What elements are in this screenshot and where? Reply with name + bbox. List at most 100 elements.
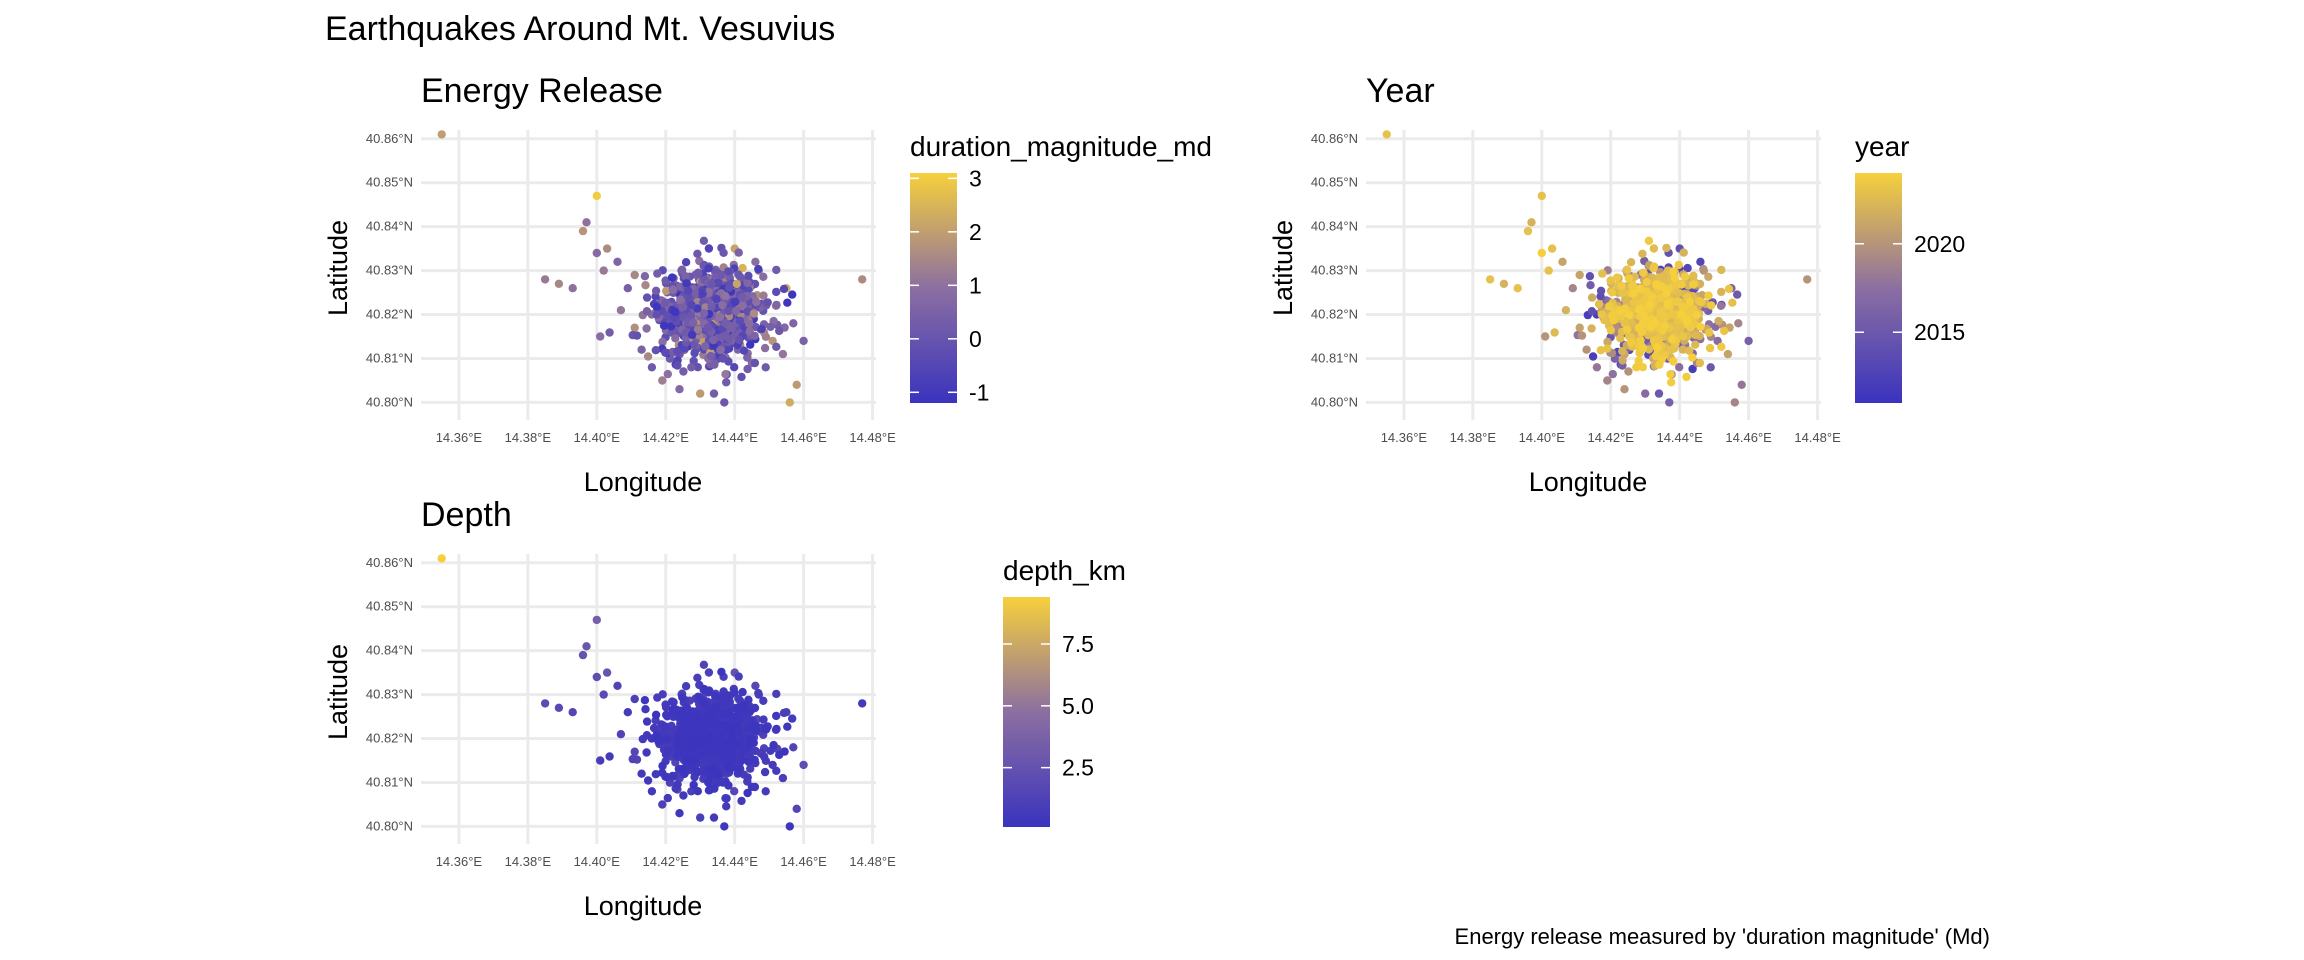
data-point <box>605 752 614 761</box>
data-point <box>779 708 789 718</box>
data-point <box>700 684 709 694</box>
y-ticks: 40.80°N 40.81°N 40.82°N 40.83°N 40.84°N 40.85… <box>366 555 413 834</box>
data-point <box>1679 248 1688 257</box>
data-point <box>669 698 678 707</box>
data-point <box>690 756 699 765</box>
data-point <box>746 764 755 773</box>
data-point <box>630 694 639 704</box>
data-point <box>623 284 632 293</box>
data-point <box>673 747 682 757</box>
legend-tick-label: 1 <box>969 272 982 298</box>
y-tick-label: 40.85°N <box>1311 175 1358 190</box>
data-point <box>616 730 626 739</box>
data-point <box>1620 304 1630 313</box>
data-point <box>1663 298 1673 308</box>
data-point <box>743 278 752 288</box>
data-point <box>734 270 743 279</box>
data-point <box>1672 323 1682 333</box>
data-point <box>599 690 608 699</box>
data-point <box>745 319 754 329</box>
data-point <box>1587 324 1596 333</box>
data-point <box>785 822 794 831</box>
x-tick-label: 14.46°E <box>780 430 827 445</box>
data-point <box>751 746 760 756</box>
data-point <box>699 236 709 245</box>
data-point <box>1544 266 1553 275</box>
data-point <box>721 331 730 341</box>
data-point <box>1695 358 1705 368</box>
data-point <box>1609 316 1619 325</box>
data-point <box>1730 398 1740 407</box>
data-point <box>666 322 676 331</box>
data-point <box>673 361 682 370</box>
data-point <box>688 733 697 742</box>
data-point <box>718 300 727 310</box>
legend-tick-label: -1 <box>969 379 989 405</box>
data-point <box>1675 363 1684 372</box>
data-point <box>687 300 696 310</box>
x-axis-label: Longitude <box>584 891 703 921</box>
data-point <box>1723 349 1733 359</box>
data-point <box>1645 300 1654 310</box>
data-point <box>1598 269 1607 278</box>
data-point <box>711 702 721 711</box>
data-point <box>704 786 714 795</box>
data-point <box>703 745 712 754</box>
x-tick-label: 14.44°E <box>711 430 758 445</box>
y-tick-label: 40.86°N <box>366 555 413 570</box>
y-tick-label: 40.84°N <box>366 643 413 658</box>
data-point <box>628 754 637 764</box>
data-point <box>704 778 713 787</box>
data-point <box>540 275 550 284</box>
data-point <box>1485 275 1495 284</box>
data-point <box>1606 326 1616 335</box>
data-point <box>1714 316 1723 326</box>
data-point <box>1537 191 1547 201</box>
data-point <box>792 804 801 813</box>
y-tick-label: 40.86°N <box>1311 131 1358 146</box>
data-point <box>1620 385 1629 394</box>
data-point <box>640 696 650 705</box>
data-point <box>1720 326 1729 336</box>
data-point <box>658 337 667 347</box>
data-point <box>691 289 700 298</box>
data-point <box>759 752 769 761</box>
data-point <box>678 706 687 716</box>
data-point <box>733 764 742 774</box>
data-point <box>760 767 770 777</box>
y-ticks: 40.80°N 40.81°N 40.82°N 40.83°N 40.84°N 40.85… <box>1311 131 1358 410</box>
x-tick-label: 14.48°E <box>849 430 896 445</box>
data-point <box>694 268 703 278</box>
x-tick-label: 14.46°E <box>1725 430 1772 445</box>
data-point <box>1724 284 1734 294</box>
data-point <box>677 265 687 274</box>
data-point <box>769 740 778 750</box>
data-point <box>763 298 772 307</box>
data-point <box>599 266 608 275</box>
y-tick-label: 40.84°N <box>366 219 413 234</box>
points <box>437 130 867 407</box>
data-point <box>724 781 733 790</box>
y-tick-label: 40.81°N <box>366 350 413 365</box>
data-point <box>1717 287 1726 297</box>
x-axis-label: Longitude <box>584 467 703 497</box>
panel-title: Year <box>1366 72 1435 110</box>
data-point <box>642 293 652 302</box>
data-point <box>1680 272 1690 281</box>
data-point <box>1603 376 1612 385</box>
data-point <box>693 325 703 334</box>
y-axis-label: Latitude <box>323 644 353 740</box>
data-point <box>1638 343 1648 352</box>
data-point <box>743 364 752 374</box>
data-point <box>751 681 760 690</box>
data-point <box>1673 297 1682 307</box>
y-tick-label: 40.83°N <box>366 687 413 702</box>
data-point <box>1594 299 1604 309</box>
data-point <box>568 708 577 717</box>
data-point <box>687 311 696 321</box>
data-point <box>738 292 747 302</box>
data-point <box>662 286 671 296</box>
data-point <box>772 300 781 310</box>
data-point <box>696 389 705 398</box>
data-point <box>706 351 715 361</box>
